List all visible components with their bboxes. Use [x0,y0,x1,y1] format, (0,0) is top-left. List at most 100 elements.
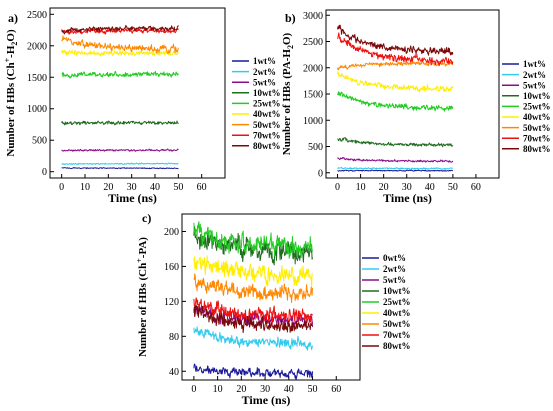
panel-label: c) [142,211,151,225]
x-tick-label: 40 [425,182,435,193]
y-tick-label: 40 [169,367,179,378]
x-tick-label: 10 [213,384,223,395]
series-line-25wt% [337,91,454,112]
plot-frame [49,7,226,179]
x-tick-label: 10 [80,182,90,193]
y-tick-label: 80 [169,332,179,343]
legend-entry: 10wt% [253,88,281,98]
series-line-70wt% [193,297,313,325]
legend-entry: 80wt% [523,144,551,154]
series-line-5wt% [61,148,179,152]
panel-b: 0 10 20 30 40 50 60 0 500 1000 1500 2000 2500 3000 Tim… [281,9,551,205]
series-line-10wt% [61,120,179,126]
x-tick-label: 30 [402,182,412,193]
x-tick-label: 20 [379,182,389,193]
series-line-40wt% [61,49,179,57]
plot-frame [181,213,361,381]
y-tick-label: 3000 [303,11,323,22]
legend-entry: 80wt% [253,141,281,151]
x-tick-label: 10 [356,182,366,193]
series-line-50wt% [61,35,179,54]
series-line-50wt% [337,60,454,71]
series-line-2wt% [193,326,314,351]
x-tick-label: 0 [59,182,64,193]
series-line-50wt% [193,273,314,303]
y-axis-label-part: + [135,258,144,263]
legend-entry: 25wt% [383,297,411,307]
series-line-5wt% [337,157,454,163]
series-line-2wt% [337,167,453,170]
legend-entry: 5wt% [253,77,276,87]
legend-entry: 80wt% [383,341,411,351]
x-tick-label: 40 [150,182,160,193]
y-tick-label: 2500 [303,37,323,48]
x-tick-label: 60 [331,384,341,395]
y-axis-label-part: O) [281,32,293,45]
y-tick-label: 1000 [27,104,47,115]
x-axis-label: Time (ns) [242,393,291,407]
x-tick-label: 50 [173,182,183,193]
series-line-80wt% [193,305,313,334]
series-line-10wt% [337,137,454,148]
panel-a: 0 10 20 30 40 50 60 0 500 1000 1500 2000 2500 Time (n… [3,7,281,205]
legend: 0wt%2wt%5wt%10wt%25wt%40wt%50wt%70wt%80w… [362,253,411,351]
x-tick-label: 60 [197,182,207,193]
y-axis-label: Number of HBs (PA-H2​O) [281,32,295,155]
y-axis-label-part: -PA) [137,237,149,259]
legend-entry: 70wt% [523,133,551,143]
panel-label: b) [285,11,296,25]
series-line-40wt% [193,255,313,288]
series-group [193,221,314,380]
y-tick-label: 2500 [27,10,47,21]
y-axis-label-part: O) [5,29,17,42]
legend-entry: 5wt% [383,275,406,285]
legend-entry: 0wt% [383,253,406,263]
x-tick-label: 60 [471,182,481,193]
x-tick-label: 40 [284,384,294,395]
legend-entry: 10wt% [523,91,551,101]
y-axis-label: Number of HBs (Ch+​-PA) [135,237,149,357]
series-group [61,24,179,170]
legend: 1wt%2wt%5wt%10wt%25wt%40wt%50wt%70wt%80w… [502,59,551,154]
plot-frame [325,9,500,179]
x-tick-label: 50 [448,182,458,193]
panel-c: 0 10 20 30 40 50 60 40 80 120 160 200 Time (ns) Numbe… [135,211,411,407]
series-line-2wt% [61,162,179,165]
y-tick-label: 500 [32,136,47,147]
panel-label: a) [8,11,18,25]
y-axis-label-part: Number of HBs (Ch [5,62,17,156]
legend-entry: 2wt% [383,264,406,274]
x-tick-label: 0 [335,182,340,193]
y-axis-label-part: + [3,57,12,62]
legend-entry: 25wt% [523,102,551,112]
y-axis-label-part: -H [5,45,17,58]
y-tick-label: 160 [164,262,179,273]
x-tick-label: 30 [260,384,270,395]
y-axis-label: Number of HBs (Ch+​-H2​O) [3,29,19,157]
y-tick-label: 0 [318,168,323,179]
legend-entry: 25wt% [253,99,281,109]
legend: 1wt%2wt%5wt%10wt%25wt%40wt%50wt%70wt%80w… [232,56,281,151]
legend-entry: 10wt% [383,286,411,296]
y-axis-label-part: Number of HBs (PA-H [281,49,293,156]
y-tick-label: 1000 [303,116,323,127]
x-axis-label: Time (ns) [108,191,157,205]
legend-entry: 50wt% [523,123,551,133]
y-tick-label: 200 [164,227,179,238]
y-tick-label: 1500 [303,90,323,101]
y-tick-label: 1500 [27,73,47,84]
legend-entry: 40wt% [523,112,551,122]
series-line-80wt% [337,24,454,56]
y-axis-label-part: Number of HBs (Ch [137,263,149,357]
legend-entry: 50wt% [253,120,281,130]
series-line-1wt% [61,167,179,170]
y-tick-label: 2000 [303,63,323,74]
series-group [337,24,454,172]
series-line-0wt% [193,363,314,380]
legend-entry: 50wt% [383,319,411,329]
x-tick-label: 30 [127,182,137,193]
series-line-70wt% [337,32,454,66]
legend-entry: 1wt% [253,56,276,66]
series-line-25wt% [193,221,314,259]
